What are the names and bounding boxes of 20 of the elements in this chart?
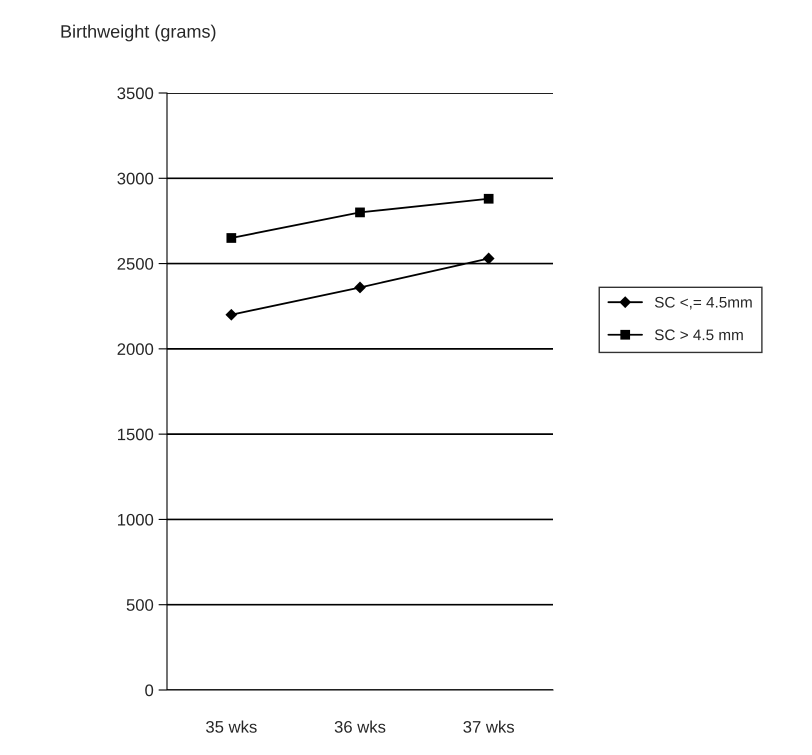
y-tick-label: 0 — [145, 684, 154, 696]
y-tick-label: 1000 — [118, 514, 154, 526]
legend-label: SC > 4.5 mm — [654, 329, 743, 340]
point — [354, 282, 366, 294]
x-tick-label: 37 wks — [463, 720, 514, 733]
point — [226, 233, 236, 243]
x-tick-label: 36 wks — [334, 720, 386, 733]
y-tick-label: 500 — [126, 599, 154, 611]
y-tick-label: 3000 — [117, 172, 154, 184]
point — [355, 208, 365, 218]
x-tick-label: 35 wks — [206, 720, 257, 733]
legend-label: SC <,= 4.5mm — [654, 296, 752, 310]
point — [482, 252, 495, 264]
point — [484, 194, 494, 204]
y-tick-label: 2000 — [118, 343, 154, 356]
point — [225, 308, 238, 321]
y-tick-label: 2500 — [118, 258, 154, 270]
y-tick-label: 3500 — [117, 87, 154, 100]
y-tick-label: 1500 — [118, 428, 154, 440]
y-axis-title: Birthweight (grams) — [61, 24, 216, 42]
